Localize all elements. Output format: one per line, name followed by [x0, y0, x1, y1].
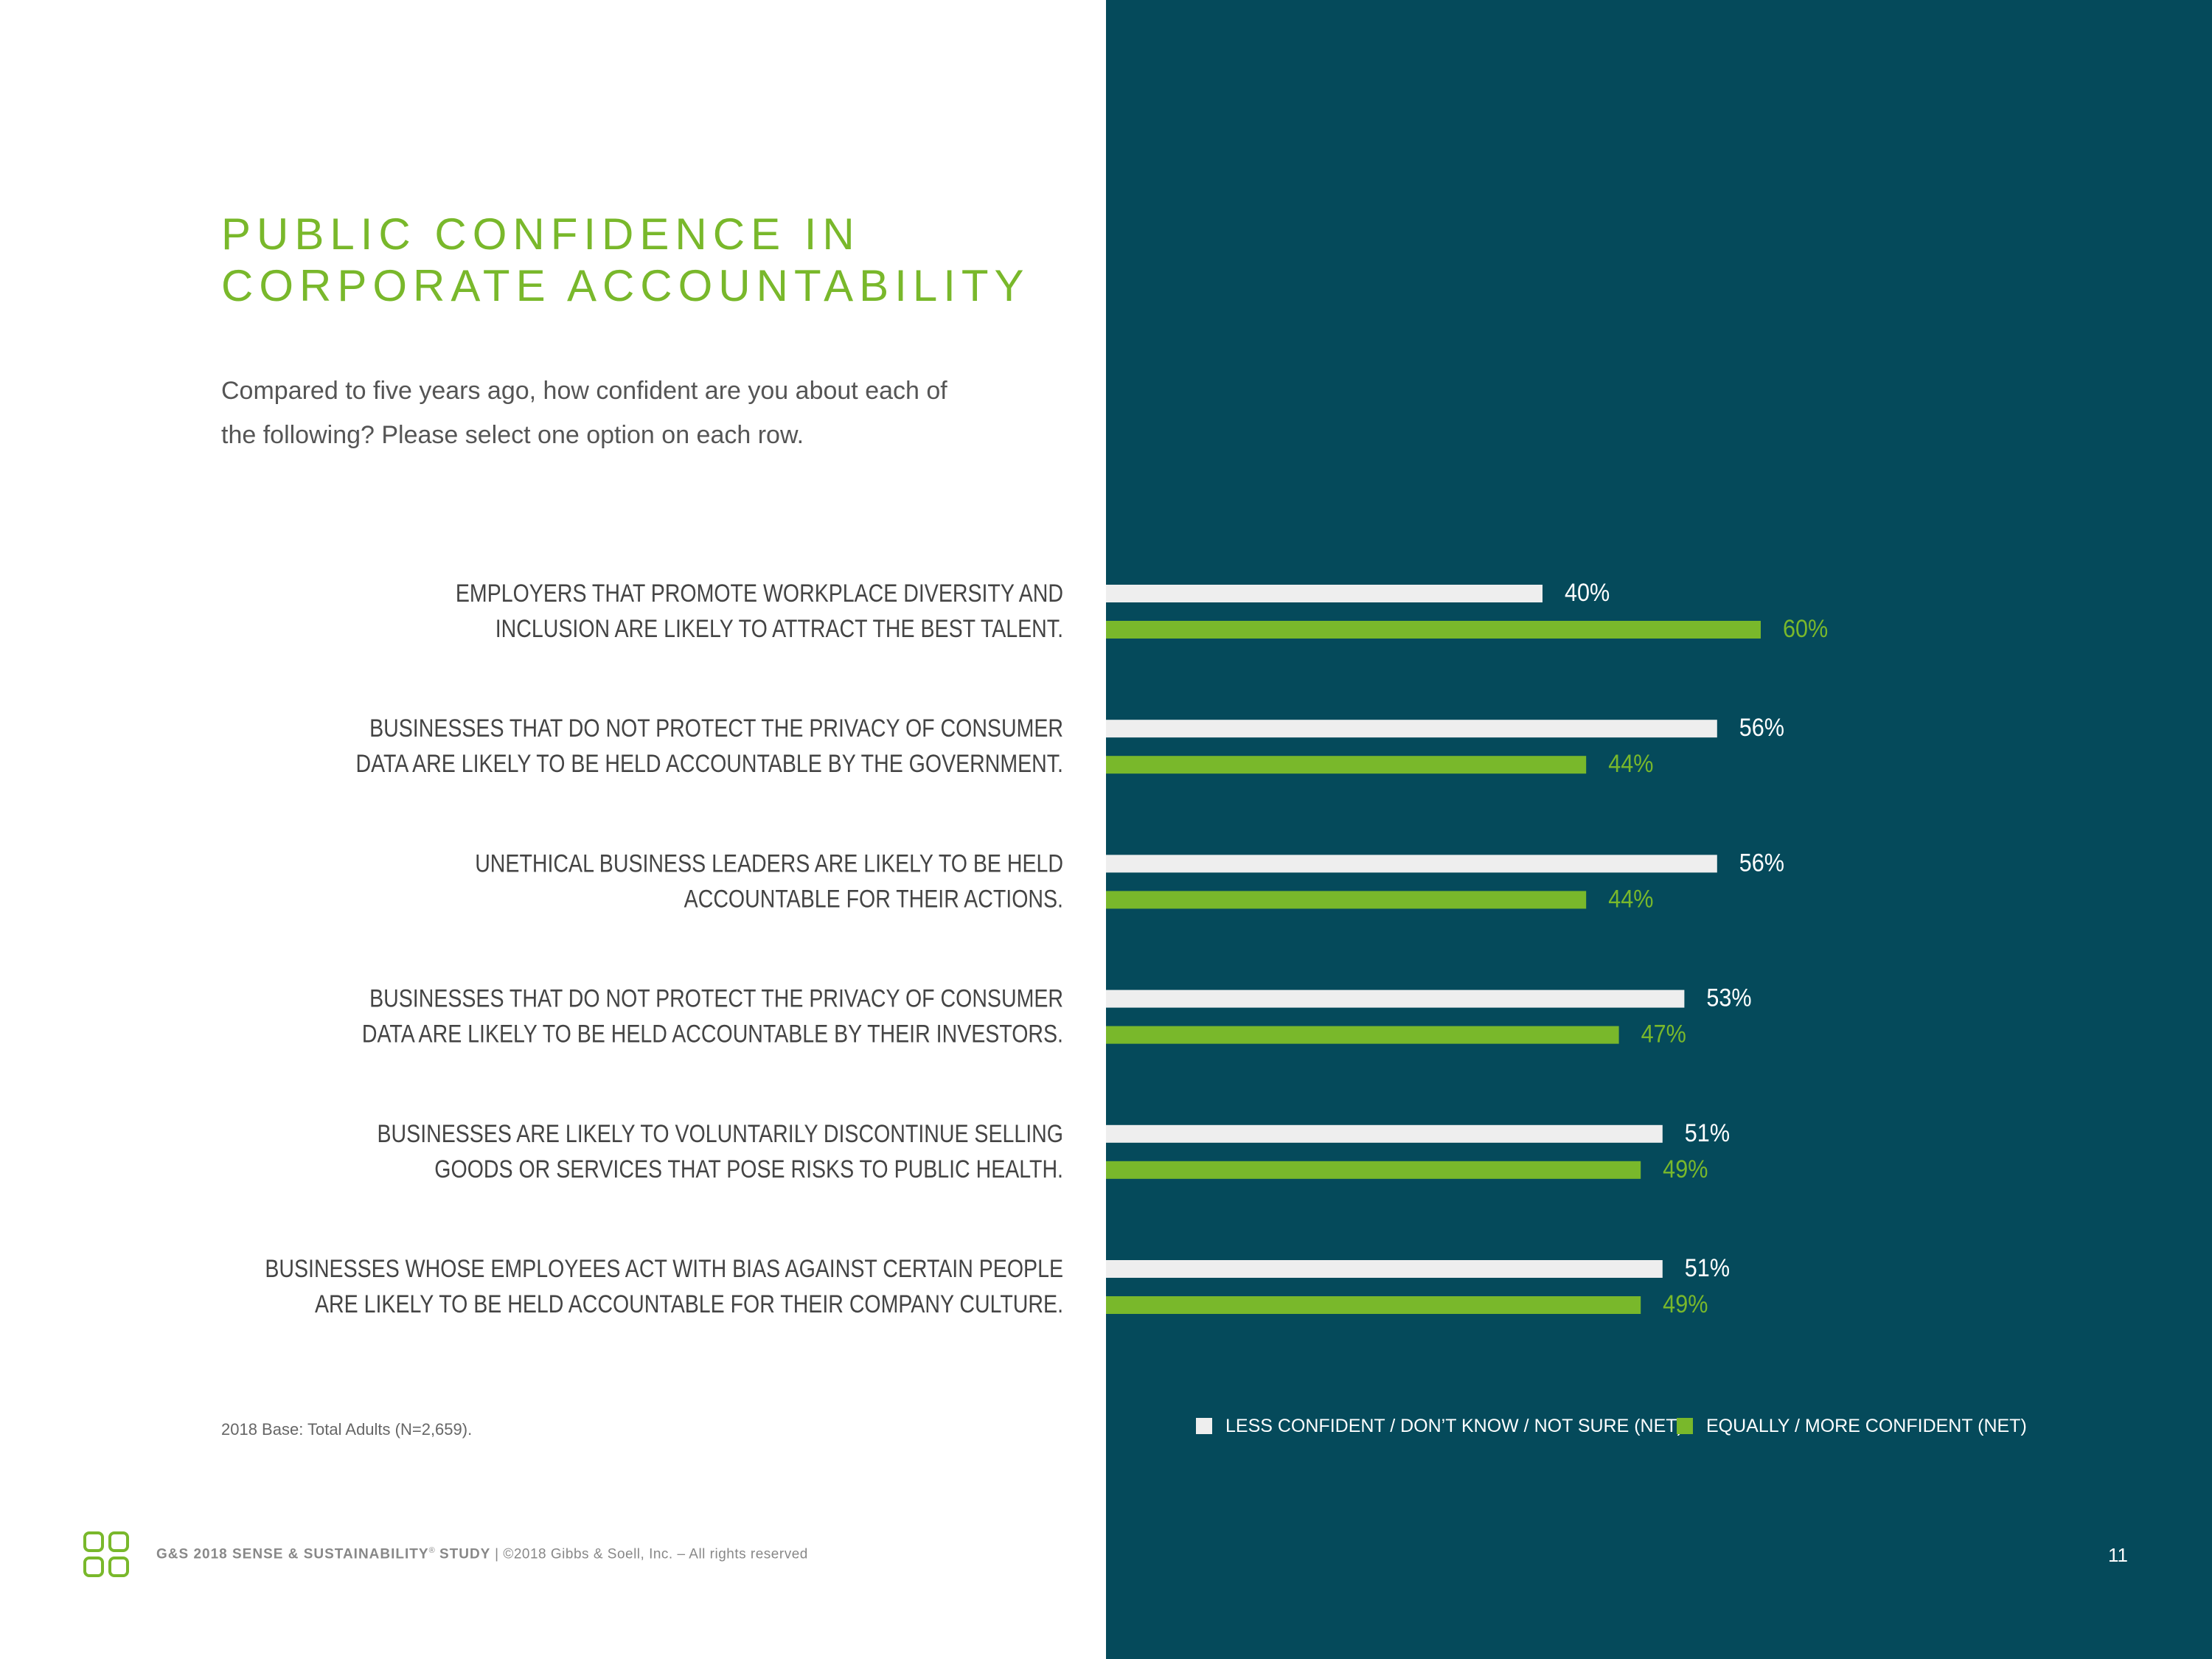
data-label-more-confident: 44%: [1608, 885, 1653, 913]
category-label: DATA ARE LIKELY TO BE HELD ACCOUNTABLE B…: [355, 750, 1063, 778]
data-label-more-confident: 44%: [1608, 750, 1653, 778]
data-label-more-confident: 60%: [1783, 615, 1828, 643]
legend-label-more-confident: EQUALLY / MORE CONFIDENT (NET): [1706, 1415, 2027, 1436]
footer-copyright: ©2018 Gibbs & Soell, Inc. – All rights r…: [503, 1546, 808, 1562]
bar-more-confident: [1106, 1161, 1641, 1179]
legend-label-less-confident: LESS CONFIDENT / DON’T KNOW / NOT SURE (…: [1225, 1415, 1683, 1436]
category-label: GOODS OR SERVICES THAT POSE RISKS TO PUB…: [434, 1155, 1063, 1183]
base-footnote: 2018 Base: Total Adults (N=2,659).: [221, 1420, 473, 1439]
bar-more-confident: [1106, 756, 1587, 774]
category-label: BUSINESSES ARE LIKELY TO VOLUNTARILY DIS…: [378, 1119, 1063, 1147]
category-label: BUSINESSES WHOSE EMPLOYEES ACT WITH BIAS…: [265, 1255, 1063, 1283]
bar-less-confident: [1106, 720, 1717, 738]
legend-swatch-more-confident: [1677, 1418, 1693, 1434]
category-label: ACCOUNTABLE FOR THEIR ACTIONS.: [684, 885, 1063, 913]
page-title: PUBLIC CONFIDENCE IN CORPORATE ACCOUNTAB…: [221, 209, 1030, 312]
bar-more-confident: [1106, 621, 1761, 639]
right-panel: [1106, 0, 2212, 1659]
page-subtitle: Compared to five years ago, how confiden…: [221, 377, 947, 449]
footer-study-suffix: STUDY: [439, 1546, 491, 1562]
four-rounded-squares-icon: [83, 1531, 129, 1577]
data-label-more-confident: 47%: [1641, 1020, 1686, 1048]
footer-study-name: G&S 2018 SENSE & SUSTAINABILITY: [156, 1546, 429, 1562]
bar-more-confident: [1106, 1026, 1619, 1044]
data-label-less-confident: 40%: [1565, 579, 1610, 607]
bar-more-confident: [1106, 1296, 1641, 1314]
bar-less-confident: [1106, 990, 1685, 1008]
page-number: 11: [2108, 1544, 2128, 1566]
bar-less-confident: [1106, 585, 1543, 602]
data-label-more-confident: 49%: [1663, 1155, 1708, 1183]
data-label-less-confident: 51%: [1685, 1254, 1730, 1282]
category-label: DATA ARE LIKELY TO BE HELD ACCOUNTABLE B…: [362, 1020, 1063, 1048]
title-line-2: CORPORATE ACCOUNTABILITY: [221, 261, 1030, 310]
legend-more-confident: EQUALLY / MORE CONFIDENT (NET): [1677, 1410, 2027, 1442]
data-label-less-confident: 53%: [1706, 984, 1751, 1012]
data-label-more-confident: 49%: [1663, 1290, 1708, 1318]
data-label-less-confident: 56%: [1739, 849, 1784, 877]
footer-registered-mark: ®: [428, 1546, 436, 1555]
bar-more-confident: [1106, 891, 1587, 909]
data-label-less-confident: 56%: [1739, 714, 1784, 742]
legend-less-confident: LESS CONFIDENT / DON’T KNOW / NOT SURE (…: [1196, 1410, 1683, 1442]
category-label: INCLUSION ARE LIKELY TO ATTRACT THE BEST…: [495, 615, 1063, 643]
category-label: UNETHICAL BUSINESS LEADERS ARE LIKELY TO…: [475, 849, 1063, 877]
data-label-less-confident: 51%: [1685, 1119, 1730, 1147]
footer-separator: |: [495, 1546, 499, 1562]
category-label: BUSINESSES THAT DO NOT PROTECT THE PRIVA…: [369, 984, 1063, 1012]
category-label: EMPLOYERS THAT PROMOTE WORKPLACE DIVERSI…: [456, 580, 1063, 608]
category-label: ARE LIKELY TO BE HELD ACCOUNTABLE FOR TH…: [315, 1290, 1063, 1318]
title-line-1: PUBLIC CONFIDENCE IN: [221, 209, 860, 259]
category-label: BUSINESSES THAT DO NOT PROTECT THE PRIVA…: [369, 714, 1063, 742]
legend-swatch-less-confident: [1196, 1418, 1212, 1434]
bar-less-confident: [1106, 1124, 1663, 1143]
bar-less-confident: [1106, 1260, 1663, 1278]
footer-text: G&S 2018 SENSE & SUSTAINABILITY® STUDY |…: [156, 1546, 808, 1562]
bar-less-confident: [1106, 855, 1717, 873]
